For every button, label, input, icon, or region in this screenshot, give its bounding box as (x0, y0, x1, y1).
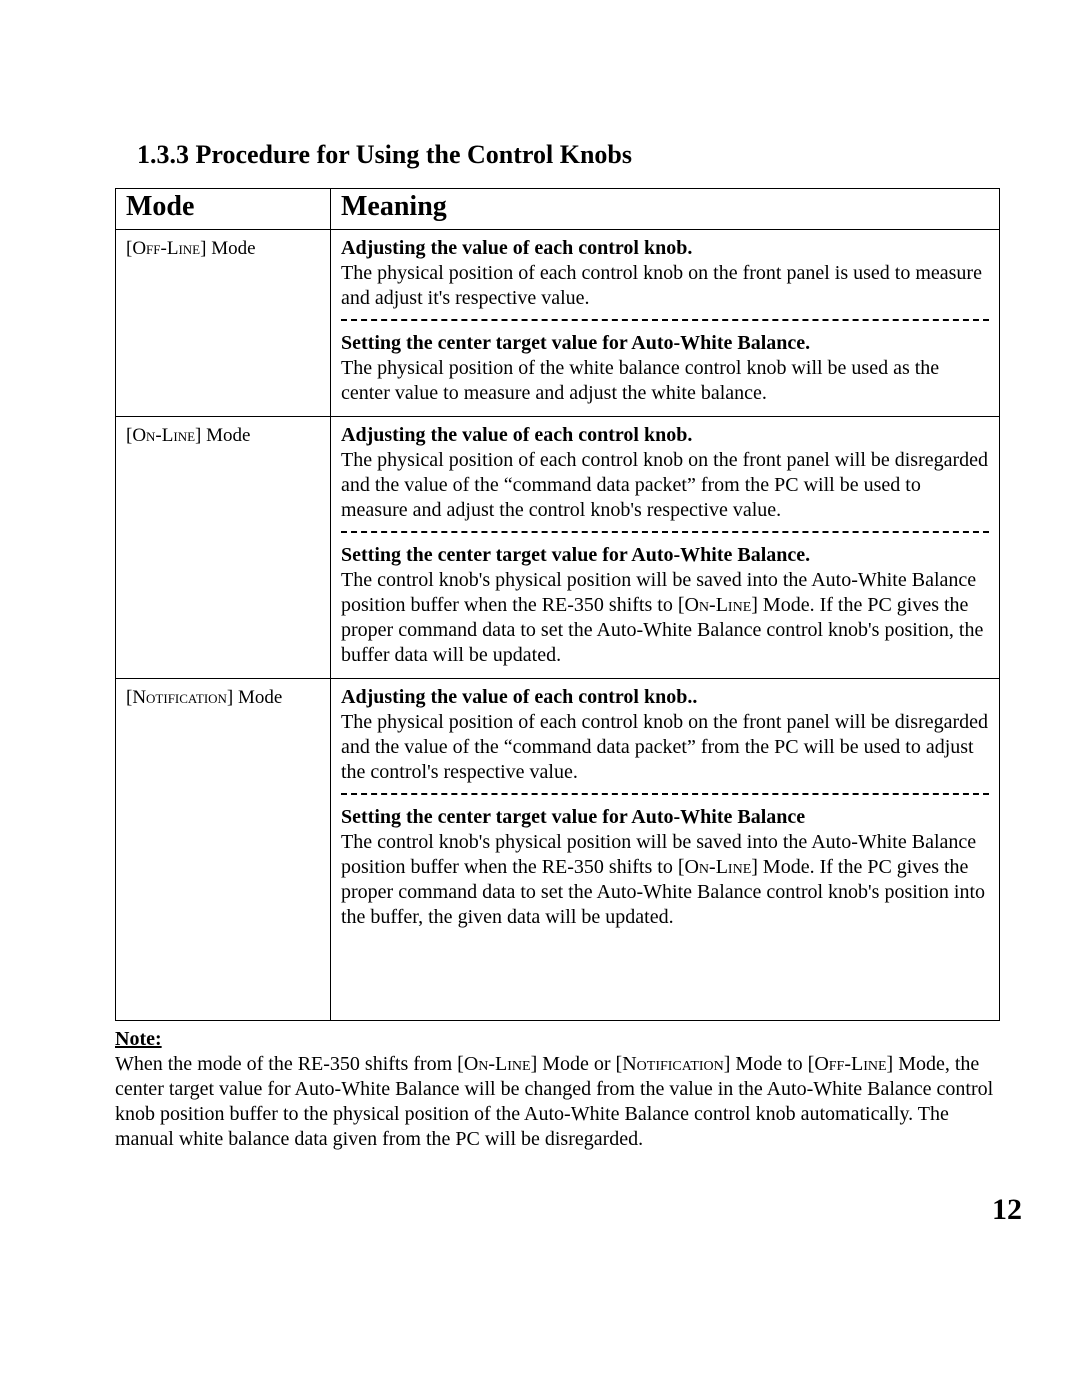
table-row: [Notification] Mode Adjusting the value o… (116, 679, 1000, 1021)
note-text-1a: When the mode of the RE-350 shifts from … (115, 1053, 464, 1075)
mode-label: [On-Line] Mode (126, 425, 250, 446)
mode-label: [Off-Line] Mode (126, 238, 256, 259)
meaning-block-2-title: Setting the center target value for Auto… (341, 806, 805, 828)
mode-label-suffix: Mode (206, 238, 255, 259)
note-text-1b: ] Mode or [ (531, 1053, 623, 1075)
dash-separator (341, 531, 989, 533)
meaning-block-2-title: Setting the center target value for Auto… (341, 544, 810, 566)
table-row: [Off-Line] Mode Adjusting the value of ea… (116, 230, 1000, 417)
meaning-block-2-smallcaps: On-Line (684, 594, 751, 616)
note-text-1c: ] Mode to [ (724, 1053, 815, 1075)
meaning-block-1-text: The physical position of each control kn… (341, 262, 982, 309)
mode-label-smallcaps: [Notification] (126, 687, 233, 708)
document-page: 1.3.3 Procedure for Using the Control Kn… (0, 0, 1080, 1397)
mode-cell: [On-Line] Mode (116, 417, 331, 679)
mode-label: [Notification] Mode (126, 687, 282, 708)
meaning-block-1: Adjusting the value of each control knob… (341, 236, 989, 311)
meaning-cell: Adjusting the value of each control knob… (331, 230, 1000, 417)
note-label: Note: (115, 1028, 162, 1050)
mode-cell: [Notification] Mode (116, 679, 331, 1021)
section-title-text: Procedure for Using the Control Knobs (196, 140, 632, 169)
row-bottom-padding (341, 930, 989, 1010)
header-meaning: Meaning (331, 189, 1000, 230)
meaning-block-2: Setting the center target value for Auto… (341, 805, 989, 930)
note-sc-3: Off-Line (814, 1053, 886, 1075)
note-sc-1: On-Line (464, 1053, 531, 1075)
meaning-block-2: Setting the center target value for Auto… (341, 331, 989, 406)
meaning-block-1-title: Adjusting the value of each control knob… (341, 237, 692, 259)
mode-label-smallcaps: [On-Line] (126, 425, 201, 446)
meaning-block-1: Adjusting the value of each control knob… (341, 685, 989, 785)
meaning-block-2-title: Setting the center target value for Auto… (341, 332, 810, 354)
meaning-block-1: Adjusting the value of each control knob… (341, 423, 989, 523)
section-heading: 1.3.3 Procedure for Using the Control Kn… (137, 140, 1000, 170)
dash-separator (341, 319, 989, 321)
note-block: Note: When the mode of the RE-350 shifts… (115, 1027, 1000, 1152)
mode-cell: [Off-Line] Mode (116, 230, 331, 417)
meaning-block-1-title: Adjusting the value of each control knob… (341, 424, 692, 446)
page-number: 12 (992, 1193, 1022, 1227)
header-mode: Mode (116, 189, 331, 230)
section-number: 1.3.3 (137, 140, 189, 169)
meaning-cell: Adjusting the value of each control knob… (331, 679, 1000, 1021)
mode-label-suffix: Mode (233, 687, 282, 708)
meaning-block-2-smallcaps: On-Line (684, 856, 751, 878)
modes-table: Mode Meaning [Off-Line] Mode Adjusting th… (115, 188, 1000, 1021)
dash-separator (341, 793, 989, 795)
note-sc-2: Notification (622, 1053, 724, 1075)
meaning-block-1-text: The physical position of each control kn… (341, 711, 988, 783)
meaning-block-1-text: The physical position of each control kn… (341, 449, 988, 521)
mode-label-smallcaps: [Off-Line] (126, 238, 206, 259)
meaning-cell: Adjusting the value of each control knob… (331, 417, 1000, 679)
table-row: [On-Line] Mode Adjusting the value of eac… (116, 417, 1000, 679)
meaning-block-2-text: The physical position of the white balan… (341, 357, 939, 404)
meaning-block-2: Setting the center target value for Auto… (341, 543, 989, 668)
meaning-block-1-title: Adjusting the value of each control knob… (341, 686, 697, 708)
mode-label-suffix: Mode (201, 425, 250, 446)
